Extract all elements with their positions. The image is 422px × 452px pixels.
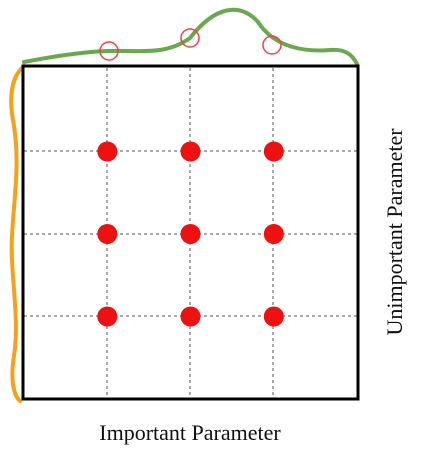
grid-lines	[24, 68, 357, 398]
grid-point-4	[97, 224, 118, 244]
sample-marker-1	[99, 41, 119, 61]
grid-point-5	[180, 224, 201, 244]
x-axis-label: Important Parameter	[99, 420, 281, 445]
sample-markers	[99, 28, 282, 61]
grid-point-7	[97, 306, 118, 327]
grid-point-1	[97, 141, 118, 162]
sample-marker-3	[262, 35, 282, 55]
grid-point-3	[263, 141, 284, 162]
grid-point-9	[263, 306, 284, 327]
plot-frame	[21, 64, 360, 401]
unimportant-parameter-distribution-curve	[9, 64, 26, 403]
y-axis-label: Unimportant Parameter	[382, 128, 407, 336]
grid-points	[97, 141, 284, 327]
sample-marker-2	[180, 28, 200, 48]
grid-point-2	[180, 141, 201, 162]
grid-point-6	[263, 224, 284, 244]
grid-point-8	[180, 306, 201, 327]
important-parameter-distribution-curve	[22, 7, 359, 66]
